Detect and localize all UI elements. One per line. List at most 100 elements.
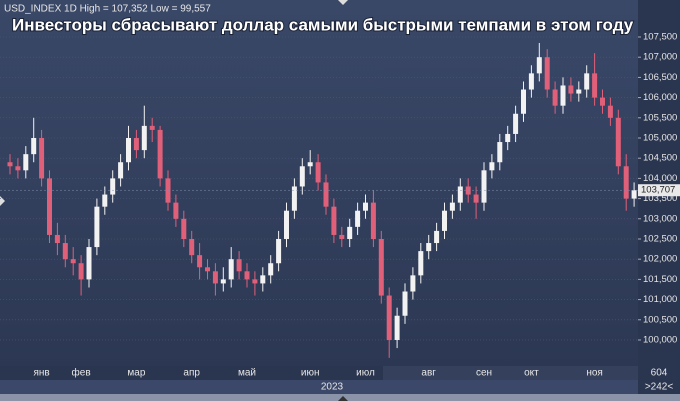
candle-body bbox=[7, 162, 13, 167]
candle-body bbox=[157, 129, 163, 179]
candle-body bbox=[276, 238, 282, 264]
candle-body bbox=[62, 243, 68, 260]
candle-body bbox=[418, 251, 424, 276]
x-tick-label: сен bbox=[476, 368, 492, 379]
y-tick-label: 103,000 bbox=[643, 213, 677, 224]
plot-background bbox=[0, 0, 638, 366]
y-tick-label: 106,000 bbox=[643, 92, 677, 103]
y-axis-panel bbox=[638, 0, 680, 366]
candle-body bbox=[197, 255, 203, 268]
candle-body bbox=[220, 279, 226, 284]
candle-body bbox=[126, 137, 131, 163]
candle-body bbox=[268, 263, 274, 276]
candle-body bbox=[260, 275, 266, 284]
candle-body bbox=[513, 113, 519, 134]
candle-body bbox=[181, 218, 187, 239]
candle-body bbox=[449, 202, 455, 211]
candle-body bbox=[481, 170, 487, 203]
y-tick-label: 103,500 bbox=[643, 193, 677, 204]
candle-body bbox=[299, 166, 305, 187]
candle-body bbox=[339, 234, 345, 239]
y-tick-label: 100,000 bbox=[643, 334, 677, 345]
candle-body bbox=[39, 137, 45, 179]
candle-body bbox=[31, 137, 37, 155]
candle-body bbox=[363, 202, 368, 211]
candle-body bbox=[173, 202, 179, 219]
candle-body bbox=[189, 238, 195, 256]
candle-body bbox=[165, 178, 171, 203]
last-price-box bbox=[638, 184, 680, 197]
candle-body bbox=[252, 279, 258, 284]
x-tick-label: май bbox=[238, 368, 256, 379]
candle-body bbox=[623, 166, 629, 199]
candle-body bbox=[118, 162, 124, 179]
top-marker bbox=[338, 0, 348, 5]
candle-body bbox=[560, 85, 566, 106]
last-price-label: 103,707 bbox=[641, 185, 675, 196]
candle-body bbox=[70, 259, 76, 264]
candle-body bbox=[133, 137, 139, 151]
candle-body bbox=[600, 97, 605, 106]
candle-body bbox=[592, 73, 598, 98]
x-tick-label: апр bbox=[183, 368, 200, 379]
candle-body bbox=[442, 210, 447, 231]
candle-body bbox=[552, 89, 558, 106]
candle-body bbox=[489, 162, 495, 171]
y-tick-label: 102,500 bbox=[643, 234, 677, 245]
candle-body bbox=[426, 243, 432, 252]
candle-body bbox=[465, 186, 471, 195]
candle-body bbox=[102, 194, 108, 207]
x-tick-label: июн bbox=[301, 368, 320, 379]
candle-body bbox=[307, 162, 313, 167]
x-tick-label: окт bbox=[524, 368, 539, 379]
corner-label: >242< bbox=[645, 382, 674, 393]
candle-body bbox=[205, 267, 210, 272]
candle-body bbox=[568, 85, 574, 94]
y-tick-label: 104,000 bbox=[643, 173, 677, 184]
bottom-marker bbox=[338, 396, 348, 401]
y-tick-label: 106,500 bbox=[643, 72, 677, 83]
corner-label: 604 bbox=[651, 368, 668, 379]
candle-body bbox=[228, 259, 234, 280]
candle-body bbox=[212, 271, 218, 284]
candle-body bbox=[315, 162, 321, 183]
year-panel bbox=[0, 380, 680, 394]
candle-body bbox=[473, 194, 479, 203]
candle-body bbox=[457, 186, 463, 203]
candle-body bbox=[141, 125, 147, 151]
candle-body bbox=[615, 117, 621, 167]
candle-body bbox=[284, 210, 289, 239]
y-tick-label: 101,500 bbox=[643, 274, 677, 285]
candle-body bbox=[244, 271, 250, 280]
candle-body bbox=[110, 178, 116, 195]
candle-body bbox=[386, 295, 392, 340]
candle-body bbox=[15, 166, 21, 171]
candle-body bbox=[434, 230, 440, 244]
candle-body bbox=[528, 73, 534, 90]
y-tick-label: 105,000 bbox=[643, 133, 677, 144]
left-marker bbox=[0, 196, 5, 206]
candle-body bbox=[347, 226, 353, 239]
candle-body bbox=[47, 178, 52, 235]
chart-title: Инвесторы сбрасывают доллар самыми быстр… bbox=[12, 15, 634, 34]
x-tick-label: мар bbox=[127, 368, 145, 379]
bottom-bar bbox=[0, 394, 680, 401]
x-tick-label: ноя bbox=[586, 368, 603, 379]
candle-body bbox=[23, 154, 29, 171]
y-tick-label: 104,500 bbox=[643, 153, 677, 164]
y-tick-label: 101,000 bbox=[643, 294, 677, 305]
candle-body bbox=[291, 186, 297, 211]
candle-body bbox=[544, 57, 550, 90]
candle-body bbox=[505, 133, 511, 143]
candle-body bbox=[149, 125, 155, 130]
candle-body bbox=[323, 182, 329, 207]
candle-body bbox=[394, 315, 400, 340]
candle-body bbox=[236, 259, 242, 272]
x-tick-label: фев bbox=[72, 367, 91, 379]
candle-body bbox=[584, 73, 590, 90]
candle-body bbox=[78, 263, 84, 280]
year-label: 2023 bbox=[321, 382, 344, 393]
x-axis-highlight bbox=[383, 366, 638, 380]
